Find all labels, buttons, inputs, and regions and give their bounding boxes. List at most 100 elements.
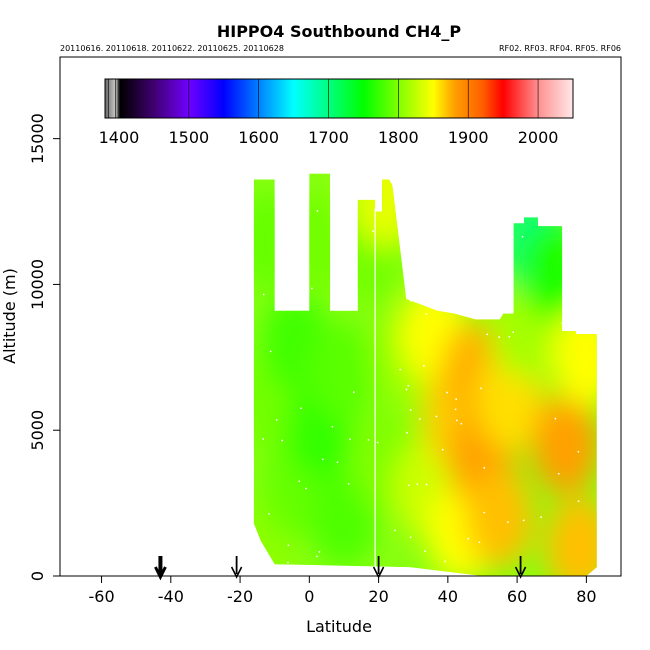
x-tick-label: 0 bbox=[304, 587, 314, 606]
data-gap bbox=[408, 484, 410, 487]
data-gap bbox=[376, 441, 379, 444]
chart-title: HIPPO4 Southbound CH4_P bbox=[217, 22, 462, 41]
data-gap bbox=[424, 550, 426, 553]
x-tick-label: 40 bbox=[438, 587, 458, 606]
data-gap bbox=[269, 350, 272, 353]
data-gap bbox=[577, 450, 580, 453]
data-gap bbox=[455, 419, 458, 422]
data-cell bbox=[351, 173, 420, 247]
data-gap bbox=[407, 384, 410, 387]
data-gap bbox=[268, 512, 270, 515]
data-gap bbox=[405, 263, 408, 266]
data-gap bbox=[577, 500, 580, 503]
flight-markers bbox=[154, 556, 527, 581]
y-axis: 0 5000 10000 15000 bbox=[28, 113, 61, 581]
data-gap bbox=[349, 438, 351, 441]
data-gap bbox=[508, 335, 511, 338]
data-gap bbox=[281, 439, 284, 442]
data-gap bbox=[454, 408, 457, 411]
y-tick-label: 5000 bbox=[28, 410, 47, 451]
data-gap bbox=[487, 300, 490, 303]
data-gap bbox=[486, 333, 489, 336]
data-gap bbox=[262, 293, 265, 296]
data-gap bbox=[410, 299, 412, 302]
data-gap bbox=[545, 216, 548, 219]
data-gap bbox=[321, 458, 324, 461]
data-gap bbox=[352, 391, 355, 394]
data-gap bbox=[446, 391, 449, 394]
arrow-head bbox=[154, 566, 167, 581]
data-gap bbox=[411, 251, 414, 254]
data-gap bbox=[347, 482, 350, 485]
data-gap bbox=[286, 248, 288, 251]
colorbar-tick-label: 1500 bbox=[168, 128, 209, 147]
data-gap bbox=[339, 247, 342, 249]
data-cell bbox=[552, 307, 597, 408]
data-gap bbox=[568, 255, 570, 258]
data-cell bbox=[517, 219, 586, 320]
flight-marker-arrow bbox=[154, 556, 167, 581]
data-gap bbox=[287, 544, 290, 547]
data-gap bbox=[439, 239, 442, 241]
data-gap bbox=[425, 483, 428, 486]
data-gap bbox=[372, 230, 375, 233]
colorbar-tick-label: 1900 bbox=[448, 128, 489, 147]
data-gap bbox=[301, 280, 304, 282]
data-gap bbox=[416, 483, 419, 486]
x-tick-label: 60 bbox=[507, 587, 527, 606]
data-gap bbox=[554, 417, 557, 420]
data-gap bbox=[561, 322, 564, 324]
data-cell bbox=[465, 467, 534, 568]
colorbar: 1400 1500 1600 1700 1800 1900 2000 bbox=[99, 78, 574, 147]
flight-marker-arrow bbox=[514, 556, 527, 579]
colorbar-tick-label: 1600 bbox=[238, 128, 279, 147]
data-gap bbox=[441, 448, 444, 451]
arrow-head bbox=[230, 566, 243, 579]
data-gap bbox=[478, 541, 481, 544]
data-gap bbox=[444, 560, 447, 563]
data-gap bbox=[289, 208, 292, 211]
colorbar-tick-label: 1700 bbox=[308, 128, 349, 147]
data-gap bbox=[285, 248, 288, 250]
data-region bbox=[253, 173, 597, 576]
data-gap bbox=[483, 511, 486, 514]
data-cell bbox=[285, 190, 354, 291]
data-gap bbox=[394, 529, 396, 532]
subtitle-dates: 20110616. 20110618. 20110622. 20110625. … bbox=[60, 44, 284, 53]
data-gap bbox=[399, 368, 402, 371]
data-gap bbox=[318, 551, 321, 553]
data-gap bbox=[418, 418, 421, 420]
y-tick-label: 15000 bbox=[28, 113, 47, 164]
data-gap bbox=[286, 231, 289, 234]
data-gap bbox=[354, 284, 357, 287]
data-gap bbox=[409, 409, 412, 411]
y-tick-label: 0 bbox=[28, 571, 47, 581]
data-gap bbox=[300, 407, 302, 410]
data-cell bbox=[253, 190, 302, 291]
data-gap bbox=[316, 210, 319, 212]
x-tick-label: -20 bbox=[227, 587, 253, 606]
data-gap bbox=[572, 215, 574, 218]
colorbar-tick-label: 1800 bbox=[378, 128, 419, 147]
subtitle-flights: RF02. RF03. RF04. RF05. RF06 bbox=[499, 44, 621, 53]
data-gap bbox=[471, 266, 473, 269]
data-gap bbox=[479, 252, 482, 255]
data-gap bbox=[480, 387, 482, 390]
data-cell bbox=[309, 321, 378, 422]
arrow-head bbox=[514, 566, 527, 579]
data-gap bbox=[406, 431, 408, 434]
x-tick-label: 20 bbox=[368, 587, 388, 606]
data-gap bbox=[412, 216, 415, 219]
data-gap bbox=[314, 568, 317, 571]
data-gap bbox=[467, 537, 470, 540]
data-gap bbox=[299, 241, 302, 244]
data-gap bbox=[435, 415, 438, 418]
data-gap bbox=[298, 480, 301, 483]
colorbar-tick-label: 1400 bbox=[99, 128, 140, 147]
data-gap bbox=[331, 425, 334, 428]
data-gap bbox=[287, 561, 289, 564]
x-tick-label: -40 bbox=[158, 587, 184, 606]
data-gap bbox=[262, 438, 265, 440]
data-gap bbox=[349, 289, 352, 292]
